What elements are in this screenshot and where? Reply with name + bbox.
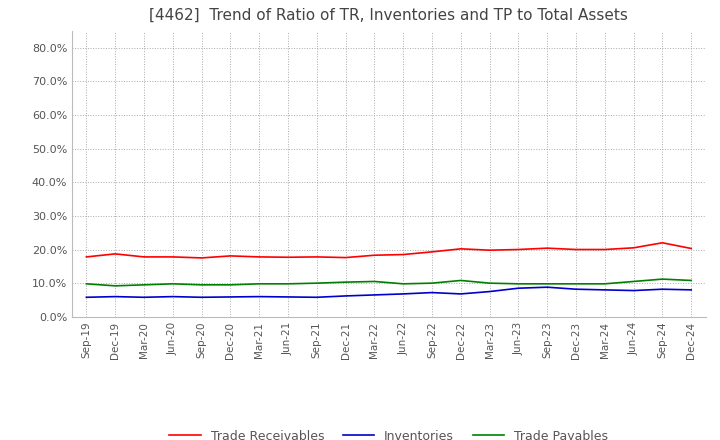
Inventories: [255, 294, 264, 299]
Inventories: [485, 289, 494, 294]
Line: Trade Receivables: Trade Receivables: [86, 243, 691, 258]
Inventories: [168, 294, 177, 299]
Trade Receivables: [572, 247, 580, 252]
Trade Receivables: [312, 254, 321, 260]
Trade Payables: [140, 282, 148, 287]
Inventories: [456, 291, 465, 297]
Trade Receivables: [140, 254, 148, 260]
Trade Receivables: [168, 254, 177, 260]
Trade Payables: [399, 281, 408, 286]
Trade Payables: [428, 281, 436, 286]
Line: Trade Payables: Trade Payables: [86, 279, 691, 286]
Trade Receivables: [658, 240, 667, 246]
Trade Receivables: [370, 253, 379, 258]
Legend: Trade Receivables, Inventories, Trade Payables: Trade Receivables, Inventories, Trade Pa…: [164, 425, 613, 440]
Trade Payables: [111, 283, 120, 289]
Trade Payables: [312, 281, 321, 286]
Trade Receivables: [687, 246, 696, 251]
Trade Payables: [255, 281, 264, 286]
Trade Receivables: [197, 255, 206, 260]
Trade Receivables: [255, 254, 264, 260]
Trade Receivables: [111, 251, 120, 257]
Trade Payables: [485, 281, 494, 286]
Trade Payables: [82, 281, 91, 286]
Inventories: [514, 286, 523, 291]
Trade Receivables: [226, 253, 235, 259]
Title: [4462]  Trend of Ratio of TR, Inventories and TP to Total Assets: [4462] Trend of Ratio of TR, Inventories…: [149, 7, 629, 23]
Inventories: [226, 294, 235, 300]
Inventories: [111, 294, 120, 299]
Trade Receivables: [428, 249, 436, 254]
Trade Payables: [687, 278, 696, 283]
Trade Payables: [543, 281, 552, 286]
Trade Receivables: [543, 246, 552, 251]
Inventories: [312, 295, 321, 300]
Inventories: [629, 288, 638, 293]
Trade Payables: [370, 279, 379, 284]
Trade Payables: [226, 282, 235, 287]
Trade Receivables: [485, 248, 494, 253]
Trade Receivables: [399, 252, 408, 257]
Trade Receivables: [82, 254, 91, 260]
Inventories: [140, 295, 148, 300]
Trade Payables: [658, 276, 667, 282]
Trade Payables: [197, 282, 206, 287]
Inventories: [370, 292, 379, 297]
Inventories: [197, 295, 206, 300]
Trade Receivables: [456, 246, 465, 252]
Line: Inventories: Inventories: [86, 287, 691, 297]
Inventories: [543, 285, 552, 290]
Inventories: [687, 287, 696, 293]
Inventories: [341, 293, 350, 299]
Trade Receivables: [629, 245, 638, 250]
Inventories: [82, 295, 91, 300]
Inventories: [428, 290, 436, 295]
Inventories: [658, 286, 667, 292]
Trade Receivables: [600, 247, 609, 252]
Trade Payables: [514, 281, 523, 286]
Trade Payables: [284, 281, 292, 286]
Inventories: [399, 291, 408, 297]
Trade Receivables: [341, 255, 350, 260]
Inventories: [572, 286, 580, 292]
Trade Payables: [168, 281, 177, 286]
Inventories: [284, 294, 292, 300]
Trade Payables: [600, 281, 609, 286]
Trade Payables: [629, 279, 638, 284]
Trade Payables: [456, 278, 465, 283]
Trade Payables: [341, 279, 350, 285]
Trade Receivables: [514, 247, 523, 252]
Inventories: [600, 287, 609, 293]
Trade Receivables: [284, 255, 292, 260]
Trade Payables: [572, 281, 580, 286]
